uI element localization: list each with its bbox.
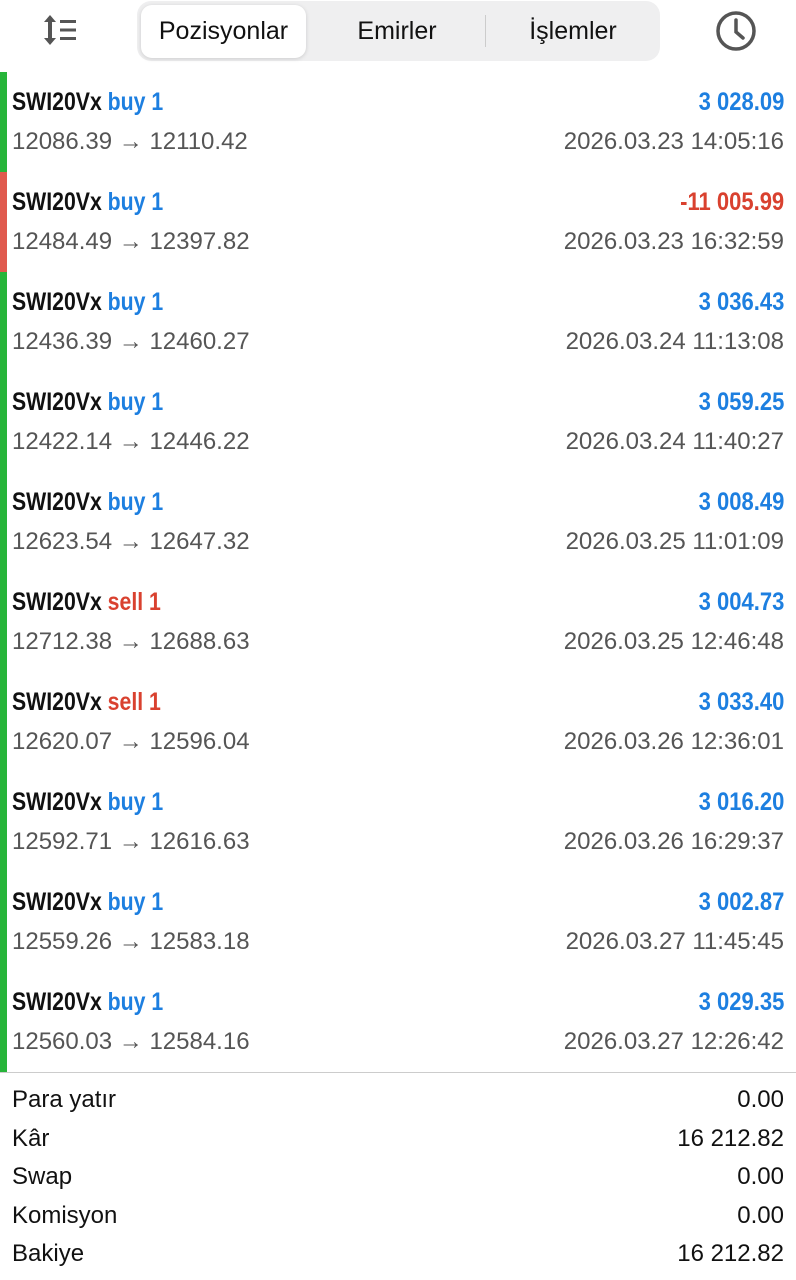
top-bar: Pozisyonlar Emirler İşlemler bbox=[0, 0, 796, 62]
divider bbox=[0, 1072, 796, 1073]
trade-side: sell 1 bbox=[107, 588, 161, 616]
trade-side: buy 1 bbox=[107, 788, 164, 816]
trade-symbol: SWI20Vx buy 1 bbox=[12, 188, 163, 217]
trade-profit: 3 036.43 bbox=[698, 288, 784, 316]
trade-profit: 3 008.49 bbox=[698, 488, 784, 516]
trade-prices: 12623.54 → 12647.32 bbox=[12, 528, 250, 555]
trade-row[interactable]: SWI20Vx buy 1 3 029.35 12560.03 → 12584.… bbox=[0, 972, 796, 1072]
sort-icon[interactable] bbox=[40, 12, 82, 48]
trade-row[interactable]: SWI20Vx buy 1 3 059.25 12422.14 → 12446.… bbox=[0, 372, 796, 472]
trade-symbol: SWI20Vx sell 1 bbox=[12, 588, 161, 617]
trade-row[interactable]: SWI20Vx buy 1 3 008.49 12623.54 → 12647.… bbox=[0, 472, 796, 572]
tab-emirler[interactable]: Emirler bbox=[357, 17, 437, 45]
trade-symbol: SWI20Vx sell 1 bbox=[12, 688, 161, 717]
summary-row: Kâr 16 212.82 bbox=[0, 1121, 796, 1160]
trade-row[interactable]: SWI20Vx buy 1 3 016.20 12592.71 → 12616.… bbox=[0, 772, 796, 872]
trade-time: 2026.03.24 11:40:27 bbox=[565, 428, 784, 455]
trade-symbol: SWI20Vx buy 1 bbox=[12, 788, 163, 817]
trade-row[interactable]: SWI20Vx buy 1 -11 005.99 12484.49 → 1239… bbox=[0, 172, 796, 272]
trade-time: 2026.03.23 14:05:16 bbox=[563, 128, 784, 155]
trade-profit: 3 028.09 bbox=[698, 88, 784, 116]
trade-time: 2026.03.25 12:46:48 bbox=[563, 628, 784, 655]
trade-row[interactable]: SWI20Vx sell 1 3 004.73 12712.38 → 12688… bbox=[0, 572, 796, 672]
trade-profit: 3 016.20 bbox=[698, 788, 784, 816]
trade-symbol: SWI20Vx buy 1 bbox=[12, 388, 163, 417]
summary-label: Swap bbox=[12, 1163, 73, 1190]
trade-profit: 3 002.87 bbox=[698, 888, 784, 916]
trade-profit: 3 004.73 bbox=[698, 588, 784, 616]
trade-symbol: SWI20Vx buy 1 bbox=[12, 888, 163, 917]
summary-row: Para yatır 0.00 bbox=[0, 1082, 796, 1121]
summary-value: 16 212.82 bbox=[677, 1240, 784, 1267]
trade-prices: 12620.07 → 12596.04 bbox=[12, 728, 250, 755]
summary-row: Komisyon 0.00 bbox=[0, 1198, 796, 1237]
trade-profit: 3 033.40 bbox=[698, 688, 784, 716]
trade-prices: 12086.39 → 12110.42 bbox=[12, 128, 248, 155]
trade-prices: 12559.26 → 12583.18 bbox=[12, 928, 250, 955]
symbol: SWI20Vx bbox=[12, 588, 102, 616]
trade-prices: 12592.71 → 12616.63 bbox=[12, 828, 250, 855]
trade-profit: -11 005.99 bbox=[680, 188, 784, 216]
tab-islemler[interactable]: İşlemler bbox=[529, 17, 617, 45]
symbol: SWI20Vx bbox=[12, 788, 102, 816]
trade-side: buy 1 bbox=[107, 988, 164, 1016]
symbol: SWI20Vx bbox=[12, 188, 102, 216]
symbol: SWI20Vx bbox=[12, 288, 102, 316]
trade-symbol: SWI20Vx buy 1 bbox=[12, 488, 163, 517]
trade-prices: 12712.38 → 12688.63 bbox=[12, 628, 250, 655]
trade-time: 2026.03.23 16:32:59 bbox=[563, 228, 784, 255]
summary-label: Bakiye bbox=[12, 1240, 85, 1267]
trade-symbol: SWI20Vx buy 1 bbox=[12, 88, 163, 117]
trade-side: buy 1 bbox=[107, 488, 164, 516]
trade-side: buy 1 bbox=[107, 888, 164, 916]
summary-label: Para yatır bbox=[12, 1086, 117, 1113]
trade-row[interactable]: SWI20Vx buy 1 3 036.43 12436.39 → 12460.… bbox=[0, 272, 796, 372]
symbol: SWI20Vx bbox=[12, 888, 102, 916]
trade-symbol: SWI20Vx buy 1 bbox=[12, 288, 163, 317]
summary-row: Bakiye 16 212.82 bbox=[0, 1236, 796, 1275]
symbol: SWI20Vx bbox=[12, 388, 102, 416]
segmented-control: Pozisyonlar Emirler İşlemler bbox=[137, 1, 660, 61]
symbol: SWI20Vx bbox=[12, 488, 102, 516]
summary-value: 0.00 bbox=[737, 1163, 784, 1190]
trade-profit: 3 059.25 bbox=[698, 388, 784, 416]
symbol: SWI20Vx bbox=[12, 88, 102, 116]
symbol: SWI20Vx bbox=[12, 988, 102, 1016]
trade-time: 2026.03.27 11:45:45 bbox=[565, 928, 784, 955]
tab-divider bbox=[485, 15, 486, 47]
trade-row[interactable]: SWI20Vx buy 1 3 002.87 12559.26 → 12583.… bbox=[0, 872, 796, 972]
trade-time: 2026.03.25 11:01:09 bbox=[565, 528, 784, 555]
summary-value: 0.00 bbox=[737, 1201, 784, 1229]
trade-time: 2026.03.24 11:13:08 bbox=[565, 328, 784, 355]
trade-side: buy 1 bbox=[107, 388, 164, 416]
trade-row[interactable]: SWI20Vx buy 1 3 028.09 12086.39 → 12110.… bbox=[0, 72, 796, 172]
tab-pozisyonlar[interactable]: Pozisyonlar bbox=[141, 5, 306, 58]
trade-side: buy 1 bbox=[107, 88, 164, 116]
summary-row: Swap 0.00 bbox=[0, 1159, 796, 1198]
summary-label: Kâr bbox=[12, 1124, 50, 1152]
trade-side: sell 1 bbox=[107, 688, 161, 716]
trade-prices: 12436.39 → 12460.27 bbox=[12, 328, 250, 355]
summary-value: 0.00 bbox=[737, 1086, 784, 1113]
trade-list: SWI20Vx buy 1 3 028.09 12086.39 → 12110.… bbox=[0, 72, 796, 1072]
trade-prices: 12422.14 → 12446.22 bbox=[12, 428, 250, 455]
trade-side: buy 1 bbox=[107, 288, 164, 316]
clock-icon[interactable] bbox=[714, 9, 758, 53]
trade-row[interactable]: SWI20Vx sell 1 3 033.40 12620.07 → 12596… bbox=[0, 672, 796, 772]
trade-time: 2026.03.27 12:26:42 bbox=[563, 1028, 784, 1055]
trade-side: buy 1 bbox=[107, 188, 164, 216]
trade-time: 2026.03.26 12:36:01 bbox=[563, 728, 784, 755]
trade-profit: 3 029.35 bbox=[698, 988, 784, 1016]
trade-prices: 12560.03 → 12584.16 bbox=[12, 1028, 250, 1055]
symbol: SWI20Vx bbox=[12, 688, 102, 716]
summary-label: Komisyon bbox=[12, 1201, 118, 1229]
trade-prices: 12484.49 → 12397.82 bbox=[12, 228, 250, 255]
trade-time: 2026.03.26 16:29:37 bbox=[563, 828, 784, 855]
summary-value: 16 212.82 bbox=[677, 1124, 784, 1152]
summary: Para yatır 0.00 Kâr 16 212.82 Swap 0.00 Komisy… bbox=[0, 1082, 796, 1275]
trade-symbol: SWI20Vx buy 1 bbox=[12, 988, 163, 1017]
